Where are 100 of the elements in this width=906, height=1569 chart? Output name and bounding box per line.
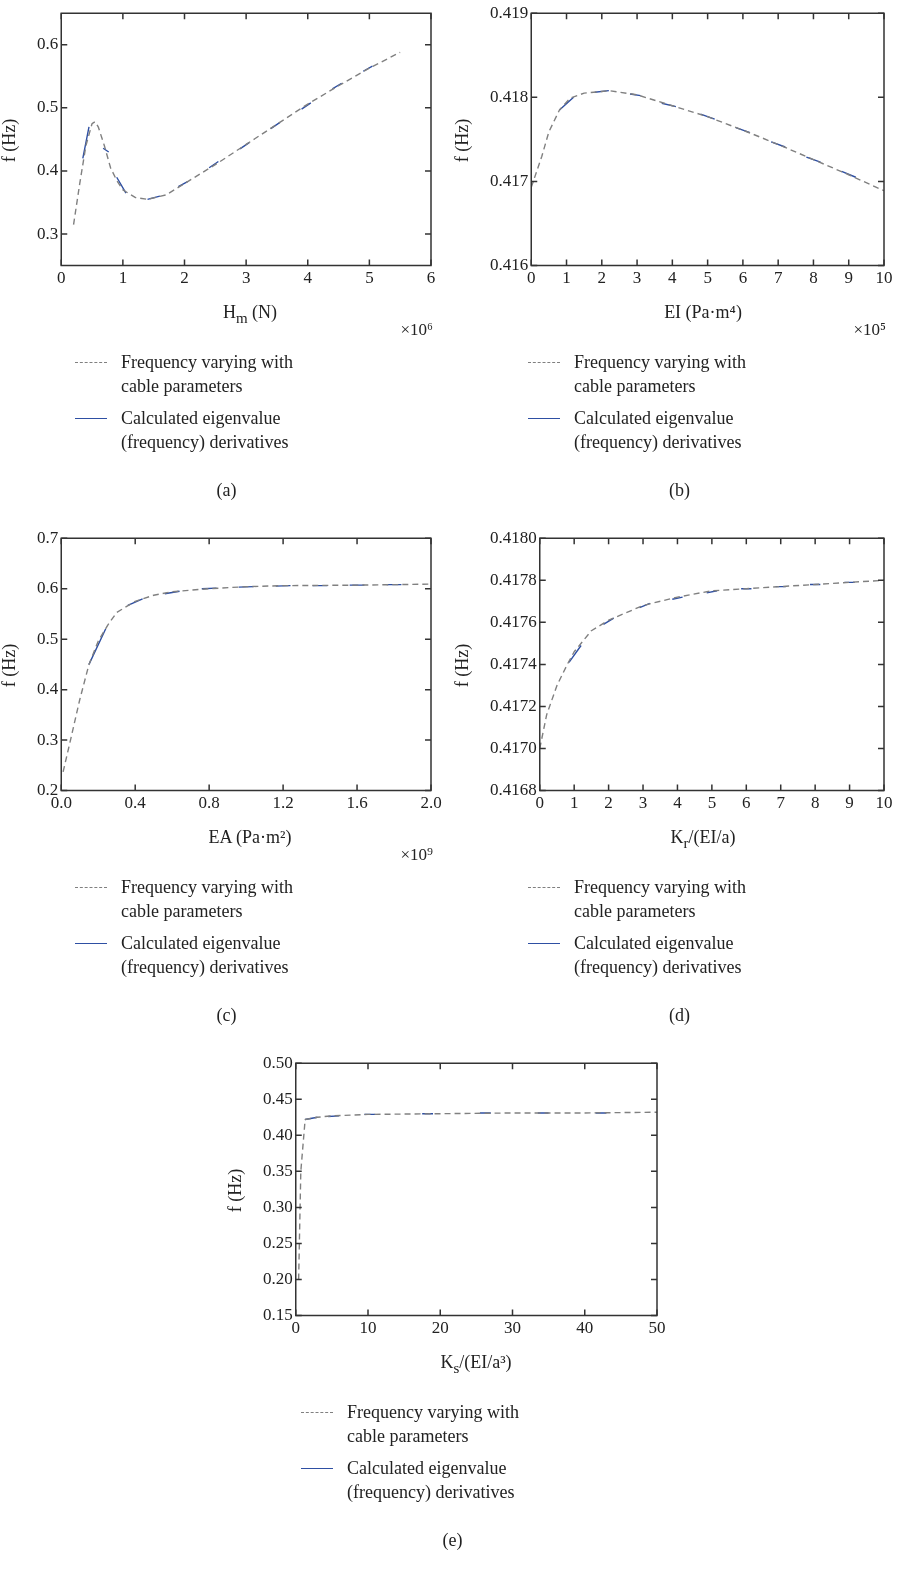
x-tick-label: 8 <box>809 268 818 288</box>
y-axis-title: f (Hz) <box>224 1167 246 1215</box>
y-axis-title: f (Hz) <box>451 642 473 690</box>
x-tick-label: 4 <box>303 268 313 288</box>
text: ×10⁵ <box>853 320 886 340</box>
line-series <box>62 583 431 773</box>
x-tick-label: 7 <box>773 268 783 288</box>
y-tick-label: 0.6 <box>37 34 59 54</box>
x-tick-label: 4 <box>673 793 683 813</box>
legend-label: Frequency varying with cable parameters <box>121 876 294 923</box>
y-tick-label: 0.15 <box>263 1305 293 1325</box>
legend-label: Frequency varying with cable parameters <box>347 1401 520 1448</box>
x-tick-label: 9 <box>844 268 853 288</box>
y-tick-label: 0.5 <box>37 628 59 648</box>
legend-label: Calculated eigenvalue (frequency) derivatives <box>574 932 743 979</box>
text: ×10⁹ <box>400 845 433 865</box>
legend-label: Frequency varying with cable parameters <box>121 351 294 398</box>
line-series <box>297 1111 657 1281</box>
x-tick-label: 50 <box>648 1318 666 1338</box>
legend-label: Calculated eigenvalue (frequency) derivatives <box>347 1457 516 1504</box>
y-tick-label: 0.418 <box>490 86 529 106</box>
x-tick-label: 9 <box>845 793 854 813</box>
text: (b) <box>668 480 691 501</box>
y-axis-title: f (Hz) <box>0 642 20 690</box>
y-tick-label: 0.419 <box>490 2 529 22</box>
legend-label: Calculated eigenvalue (frequency) derivatives <box>574 407 743 454</box>
text: (c) <box>215 1005 238 1026</box>
y-tick-label: 0.4178 <box>490 569 537 589</box>
text: (d) <box>668 1005 691 1026</box>
x-tick-label: 10 <box>875 268 893 288</box>
y-tick-label: 0.7 <box>37 527 59 547</box>
y-axis-title: f (Hz) <box>0 117 20 165</box>
y-tick-label: 0.5 <box>37 97 59 117</box>
y-tick-label: 0.4168 <box>490 780 537 800</box>
x-tick-label: 2 <box>597 268 607 288</box>
legend-label: Frequency varying with cable parameters <box>574 351 747 398</box>
x-tick-label: 10 <box>875 793 893 813</box>
x-tick-label: 3 <box>638 793 648 813</box>
text: (e) <box>441 1530 464 1551</box>
x-tick-label: 1 <box>118 268 128 288</box>
x-tick-label: 0 <box>291 1318 300 1338</box>
y-tick-label: 0.30 <box>263 1196 293 1216</box>
x-tick-label: 7 <box>776 793 786 813</box>
x-tick-label: 5 <box>703 268 712 288</box>
y-tick-label: 0.4170 <box>490 738 537 757</box>
x-tick-label: 1 <box>562 268 571 288</box>
legend-label: Frequency varying with cable parameters <box>574 876 747 923</box>
y-tick-label: 0.25 <box>263 1232 293 1252</box>
x-tick-label: 1 <box>569 793 579 813</box>
x-tick-label: 2.0 <box>420 793 442 813</box>
x-tick-label: 5 <box>365 268 374 288</box>
x-axis-title: EA (Pa·m²) <box>207 827 293 848</box>
x-tick-label: 0 <box>535 793 544 813</box>
y-tick-label: 0.40 <box>263 1124 293 1144</box>
y-tick-label: 0.4172 <box>490 695 537 715</box>
y-tick-label: 0.35 <box>263 1160 293 1180</box>
y-tick-label: 0.4 <box>37 160 59 180</box>
line-series <box>531 89 884 192</box>
legend-label: Calculated eigenvalue (frequency) derivatives <box>121 407 290 454</box>
x-axis-title: K$_{r}$/(EI/a) <box>669 827 737 852</box>
y-tick-label: 0.4 <box>37 679 59 699</box>
y-tick-label: 0.416 <box>490 255 529 275</box>
x-tick-label: 10 <box>359 1318 377 1338</box>
x-tick-label: 0 <box>527 268 536 288</box>
x-tick-label: 0 <box>57 268 66 288</box>
x-tick-label: 0.4 <box>124 793 147 813</box>
x-tick-label: 6 <box>742 793 751 813</box>
x-tick-label: 4 <box>668 268 678 288</box>
y-tick-label: 0.6 <box>37 578 59 598</box>
x-tick-label: 40 <box>576 1318 594 1338</box>
x-tick-label: 6 <box>738 268 748 288</box>
x-tick-label: 3 <box>241 268 251 288</box>
y-tick-label: 0.3 <box>37 729 59 749</box>
x-tick-label: 5 <box>707 793 717 813</box>
y-tick-label: 0.4180 <box>490 527 537 547</box>
x-axis-title: H$_{m}$ (N) <box>221 302 279 327</box>
x-tick-label: 20 <box>431 1318 449 1338</box>
y-tick-label: 0.20 <box>263 1269 293 1289</box>
x-axis-title: K$_{s}$/(EI/a³) <box>439 1352 513 1377</box>
y-tick-label: 0.45 <box>263 1088 293 1108</box>
y-tick-label: 0.3 <box>37 223 59 243</box>
x-tick-label: 30 <box>504 1318 521 1338</box>
x-tick-label: 3 <box>632 268 642 288</box>
x-tick-label: 2 <box>180 268 189 288</box>
line-series <box>72 51 401 226</box>
x-tick-label: 6 <box>426 268 436 288</box>
x-axis-title: EI (Pa·m⁴) <box>663 302 743 323</box>
y-axis-title: f (Hz) <box>451 117 473 165</box>
x-tick-label: 0.8 <box>198 793 220 813</box>
legend-label: Calculated eigenvalue (frequency) derivatives <box>121 932 290 979</box>
text: (a) <box>215 480 238 501</box>
x-tick-label: 2 <box>604 793 613 813</box>
x-tick-label: 8 <box>810 793 820 813</box>
text: ×10⁶ <box>400 320 433 340</box>
y-tick-label: 0.4174 <box>490 653 538 673</box>
y-tick-label: 0.4176 <box>490 611 537 631</box>
y-tick-label: 0.417 <box>490 170 529 190</box>
x-tick-label: 1.2 <box>272 793 294 813</box>
y-tick-label: 0.50 <box>263 1052 293 1072</box>
x-tick-label: 1.6 <box>346 793 368 813</box>
